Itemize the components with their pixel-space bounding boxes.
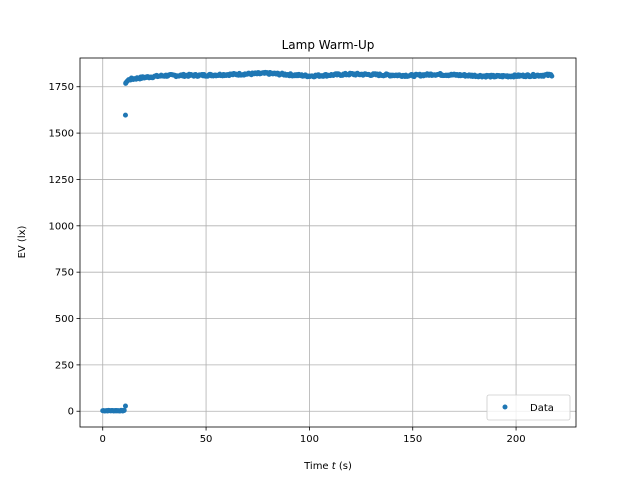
- data-point: [122, 112, 128, 118]
- x-tick-label: 100: [300, 434, 319, 445]
- grid: [80, 58, 576, 427]
- data-point: [123, 80, 129, 86]
- legend-box: [486, 394, 571, 421]
- y-tick-label: 1000: [49, 221, 74, 232]
- legend-marker: [502, 404, 508, 410]
- plot-frame: [79, 57, 577, 428]
- x-tick-label: 0: [100, 434, 106, 445]
- chart-title: Lamp Warm-Up: [282, 38, 375, 52]
- y-tick-label: 1500: [49, 129, 74, 140]
- y-tick-label: 1750: [49, 82, 74, 93]
- data-point: [122, 403, 128, 409]
- y-tick-label: 1250: [49, 175, 74, 186]
- legend-label: Data: [530, 403, 554, 414]
- y-tick-label: 750: [55, 268, 74, 279]
- x-tick-label: 200: [507, 434, 526, 445]
- y-axis-label: EV (lx): [17, 225, 28, 258]
- x-axis-label-text: Time: [303, 461, 332, 472]
- y-tick-label: 0: [68, 407, 74, 418]
- x-tick-label: 50: [200, 434, 213, 445]
- x-tick-label: 150: [403, 434, 422, 445]
- axis-ticks: 0 50 100 150 200 0 250 500 750 1000 1250 1500 1750: [49, 82, 526, 445]
- x-axis-label-variable: t: [332, 461, 337, 472]
- data-point: [549, 73, 555, 79]
- y-tick-label: 500: [55, 314, 74, 325]
- legend: Data: [486, 394, 571, 421]
- data-point: [121, 407, 127, 413]
- x-axis-label: Time t (s): [303, 461, 352, 472]
- x-axis-label-unit: (s): [336, 461, 352, 472]
- y-tick-label: 250: [55, 360, 74, 371]
- data-series: [100, 69, 555, 414]
